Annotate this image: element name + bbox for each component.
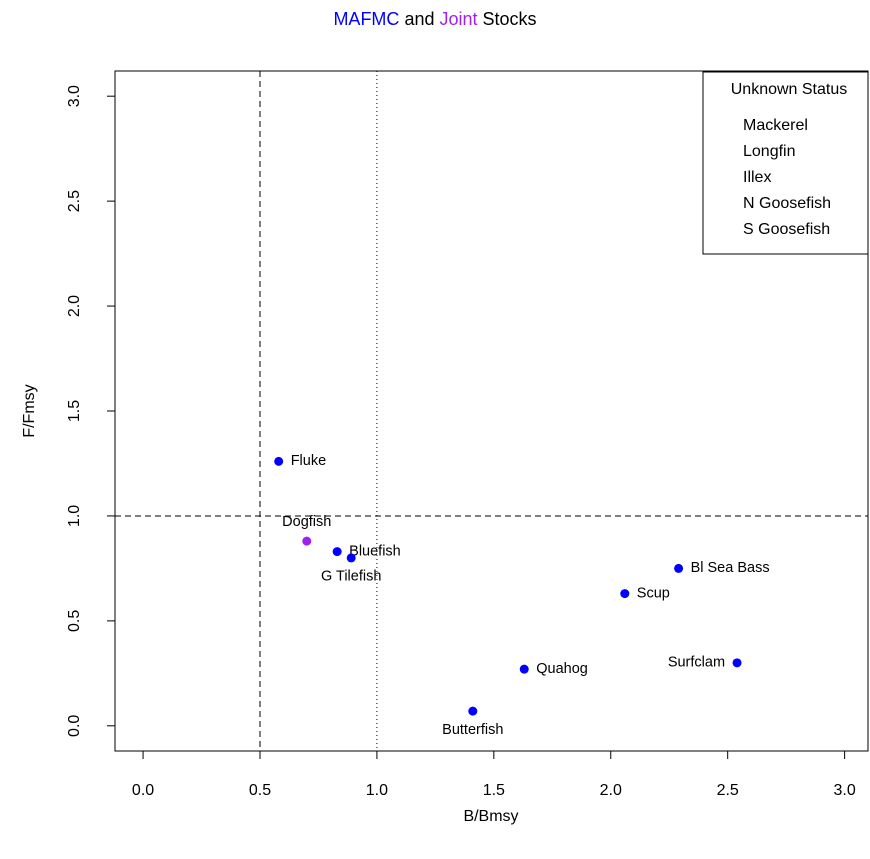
x-tick-label: 1.0 bbox=[366, 782, 388, 799]
y-tick-label: 1.0 bbox=[66, 505, 83, 527]
legend-box bbox=[702, 71, 869, 255]
y-tick-label: 0.0 bbox=[66, 715, 83, 737]
x-tick-label: 2.0 bbox=[600, 782, 622, 799]
point bbox=[674, 563, 684, 573]
x-tick-label: 3.0 bbox=[833, 782, 855, 799]
x-tick-label: 0.5 bbox=[249, 782, 271, 799]
title-part: Joint bbox=[439, 9, 477, 29]
legend-title: Unknown Status bbox=[731, 81, 848, 98]
point bbox=[519, 664, 529, 674]
y-tick-label: 2.5 bbox=[66, 190, 83, 212]
point bbox=[274, 456, 284, 466]
point bbox=[332, 547, 342, 557]
title-part: Stocks bbox=[483, 9, 537, 29]
x-tick-label: 2.5 bbox=[717, 782, 739, 799]
y-tick-label: 0.5 bbox=[66, 610, 83, 632]
point-label: Quahog bbox=[536, 661, 588, 677]
legend-entry: Illex bbox=[743, 169, 771, 186]
y-tick-label: 1.5 bbox=[66, 400, 83, 422]
y-tick-label: 3.0 bbox=[66, 85, 83, 107]
point bbox=[732, 658, 742, 668]
point-label: Dogfish bbox=[282, 514, 331, 530]
legend-entry: Longfin bbox=[743, 143, 796, 160]
chart-title: MAFMC and Joint Stocks bbox=[333, 9, 536, 29]
point-label: Butterfish bbox=[442, 722, 503, 738]
y-axis-label: F/Fmsy bbox=[21, 384, 38, 437]
point-label: Scup bbox=[637, 585, 670, 601]
x-axis-label: B/Bmsy bbox=[463, 808, 518, 825]
y-tick-label: 2.0 bbox=[66, 295, 83, 317]
x-tick-label: 1.5 bbox=[483, 782, 505, 799]
point-label: Bl Sea Bass bbox=[691, 560, 770, 576]
point-label: Bluefish bbox=[349, 543, 401, 559]
title-part: and bbox=[404, 9, 434, 29]
point bbox=[346, 553, 356, 563]
point bbox=[620, 589, 630, 599]
point-label: G Tilefish bbox=[321, 569, 381, 585]
legend-entry: Mackerel bbox=[743, 117, 808, 134]
legend-entry: N Goosefish bbox=[743, 195, 831, 212]
legend-entry: S Goosefish bbox=[743, 221, 830, 238]
x-tick-label: 0.0 bbox=[132, 782, 154, 799]
title-part: MAFMC bbox=[333, 9, 399, 29]
point-label: Surfclam bbox=[668, 655, 725, 671]
point bbox=[468, 706, 478, 716]
point bbox=[302, 536, 312, 546]
point-label: Fluke bbox=[291, 453, 326, 469]
